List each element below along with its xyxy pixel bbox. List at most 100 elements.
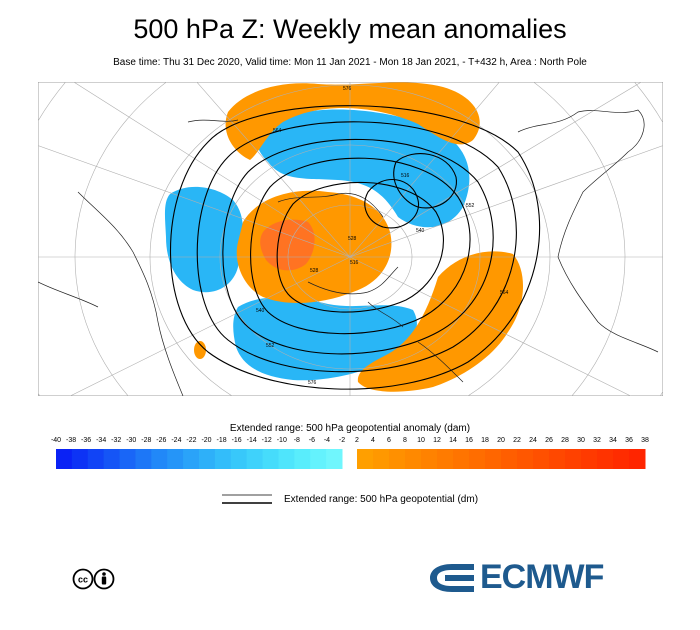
positive-anomaly-small — [194, 341, 206, 359]
colorbar-tick-label: -30 — [126, 437, 137, 444]
colorbar-tick-label: 14 — [449, 437, 457, 444]
colorbar — [56, 449, 646, 469]
colorbar-tick-label: -16 — [231, 437, 242, 444]
ecmwf-emblem-icon — [430, 564, 474, 592]
colorbar-swatch-negative — [151, 449, 168, 469]
colorbar-tick-label: 20 — [497, 437, 505, 444]
colorbar-tick-label: -22 — [186, 437, 197, 444]
colorbar-tick-label: 38 — [641, 437, 649, 444]
colorbar-swatch-negative — [294, 449, 311, 469]
svg-text:cc: cc — [78, 575, 88, 585]
colorbar-label: Extended range: 500 hPa geopotential ano… — [229, 423, 471, 434]
colorbar-swatch-positive — [389, 449, 406, 469]
negative-anomaly-north — [256, 109, 470, 228]
colorbar-tick-label: 34 — [609, 437, 617, 444]
colorbar-swatch-negative — [326, 449, 343, 469]
negative-anomaly-south — [233, 297, 417, 381]
colorbar-tick-label: 36 — [625, 437, 633, 444]
colorbar-tick-label: -34 — [96, 437, 107, 444]
colorbar-swatch-negative — [56, 449, 73, 469]
contour-label: 540 — [256, 308, 265, 314]
contour-label: 564 — [500, 290, 509, 296]
contour-label: 576 — [308, 380, 317, 386]
colorbar-tick-label: 32 — [593, 437, 601, 444]
colorbar-tick-label: 18 — [481, 437, 489, 444]
colorbar-swatch-negative — [278, 449, 295, 469]
colorbar-tick-label: 10 — [417, 437, 425, 444]
colorbar-swatch-positive — [373, 449, 390, 469]
colorbar-tick-label: -26 — [156, 437, 167, 444]
colorbar-tick-label: -32 — [111, 437, 122, 444]
colorbar-tick-label: -36 — [81, 437, 92, 444]
colorbar-swatch-positive — [533, 449, 550, 469]
colorbar-swatch-positive — [549, 449, 566, 469]
colorbar-tick-label: 6 — [387, 437, 391, 444]
contour-label: 576 — [343, 86, 352, 92]
contour-label: 516 — [350, 260, 359, 266]
colorbar-swatch-negative — [310, 449, 327, 469]
cc-by-icon: cc — [72, 568, 115, 590]
colorbar-swatch-negative — [135, 449, 152, 469]
contour-label: 552 — [266, 343, 275, 349]
contour-label: 516 — [401, 173, 410, 179]
contour-legend-label: Extended range: 500 hPa geopotential (dm… — [284, 494, 479, 505]
colorbar-swatch-positive — [453, 449, 470, 469]
colorbar-tick-label: -24 — [171, 437, 182, 444]
colorbar-swatch-negative — [119, 449, 136, 469]
colorbar-swatch-positive — [485, 449, 502, 469]
ecmwf-logo: ECMWF — [428, 558, 628, 596]
contour-label: 552 — [466, 203, 475, 209]
contour-legend-swatch — [222, 494, 272, 504]
colorbar-tick-label: -20 — [201, 437, 212, 444]
colorbar-tick-label: 12 — [433, 437, 441, 444]
colorbar-swatch-negative — [103, 449, 121, 469]
colorbar-tick-label: -4 — [323, 437, 331, 444]
colorbar-tick-label: 26 — [545, 437, 553, 444]
colorbar-swatch-negative — [262, 449, 279, 469]
colorbar-tick-label: -12 — [261, 437, 272, 444]
colorbar-tick-label: -8 — [293, 437, 300, 444]
colorbar-tick-label: -28 — [141, 437, 152, 444]
colorbar-swatch-negative — [214, 449, 232, 469]
colorbar-tick-label: 8 — [403, 437, 407, 444]
colorbar-swatch-positive — [501, 449, 518, 469]
map: 576 564 552 540 528 516 516 528 540 552 … — [38, 82, 663, 396]
colorbar-ticks: -40 -38 -36 -34 -32 -30 -28 -26 -24 -22 -20 -18 -16-… — [0, 437, 700, 449]
contour-label: 528 — [310, 268, 319, 274]
colorbar-swatch-negative — [87, 449, 105, 469]
colorbar-tick-label: 16 — [465, 437, 473, 444]
positive-anomaly-pole — [236, 190, 392, 304]
colorbar-swatch-positive — [597, 449, 614, 469]
colorbar-tick-label: 2 — [355, 437, 359, 444]
colorbar-tick-label: -10 — [276, 437, 287, 444]
colorbar-swatch-positive — [613, 449, 630, 469]
colorbar-swatch-negative — [199, 449, 216, 469]
colorbar-swatch-positive — [581, 449, 598, 469]
colorbar-tick-label: -6 — [308, 437, 316, 444]
colorbar-tick-label: -38 — [65, 437, 77, 444]
logo-text: ECMWF — [480, 558, 604, 596]
contour-label: 528 — [348, 236, 357, 242]
colorbar-tick-label: -40 — [50, 437, 62, 444]
colorbar-swatch-positive — [469, 449, 486, 469]
positive-anomaly-north — [225, 82, 480, 160]
contour-label: 564 — [273, 128, 282, 134]
colorbar-tick-label: 24 — [529, 437, 537, 444]
colorbar-tick-label: -14 — [246, 437, 257, 444]
colorbar-tick-label: 30 — [577, 437, 585, 444]
colorbar-swatch-negative — [71, 449, 89, 469]
colorbar-tick-label: 28 — [561, 437, 569, 444]
colorbar-swatch-positive — [629, 449, 646, 469]
colorbar-tick-label: -18 — [216, 437, 227, 444]
colorbar-swatch-negative — [167, 449, 184, 469]
page-title: 500 hPa Z: Weekly mean anomalies — [133, 14, 567, 44]
page-subtitle: Base time: Thu 31 Dec 2020, Valid time: … — [113, 57, 587, 68]
colorbar-swatch-positive — [421, 449, 438, 469]
colorbar-swatch-negative — [230, 449, 248, 469]
contour-label: 540 — [416, 228, 425, 234]
colorbar-swatch-positive — [517, 449, 534, 469]
positive-anomaly-pole-core — [260, 219, 315, 271]
colorbar-swatch-negative — [246, 449, 264, 469]
colorbar-swatch-positive — [405, 449, 422, 469]
colorbar-swatch-positive — [357, 449, 374, 469]
